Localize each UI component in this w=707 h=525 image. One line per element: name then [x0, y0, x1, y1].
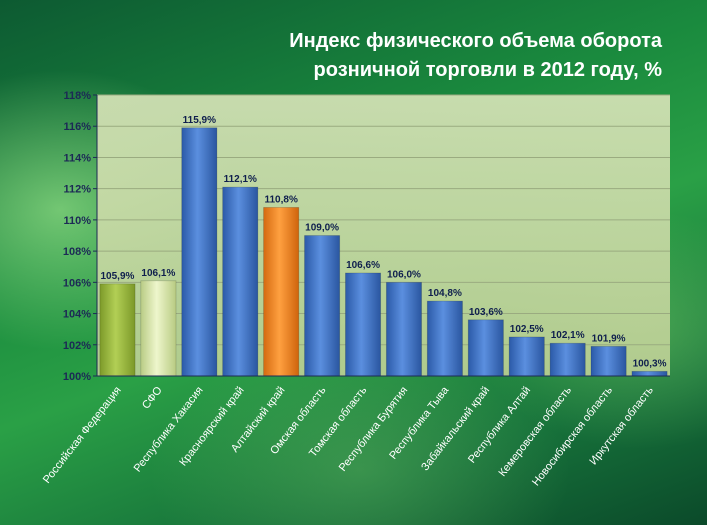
bar: [345, 272, 382, 377]
bar: [385, 281, 422, 377]
category-label: Республика Бурятия: [337, 384, 411, 473]
y-tick-label: 114%: [63, 152, 91, 164]
bar: [590, 345, 627, 377]
bar: [304, 235, 341, 377]
y-tick-label: 100%: [63, 371, 91, 383]
y-tick-label: 110%: [63, 215, 91, 227]
category-label: Российская Федерация: [41, 384, 124, 485]
chart-title-line1: Индекс физического объема оборота: [289, 30, 663, 52]
bar: [508, 336, 545, 377]
data-label: 106,1%: [141, 268, 175, 279]
data-labels: 105,9% 106,1% 115,9% 112,1% 110,8% 109,0% 106,…: [101, 115, 667, 370]
y-tick-label: 116%: [63, 121, 91, 133]
bar: [222, 186, 259, 377]
y-tick-label: 108%: [63, 246, 91, 258]
data-label: 103,6%: [469, 307, 503, 318]
data-label: 106,6%: [346, 260, 380, 271]
data-label: 109,0%: [305, 223, 339, 234]
category-label: Республика Хакасия: [132, 384, 206, 474]
bar: [181, 127, 218, 377]
y-axis-ticks: 100% 102% 104% 106% 108% 110% 112% 114% 116% 118%: [63, 90, 97, 383]
bar: [467, 319, 504, 377]
data-label: 106,0%: [387, 269, 421, 280]
bar: [426, 300, 463, 377]
y-tick-label: 106%: [63, 277, 91, 289]
category-label: Забайкальский край: [419, 384, 492, 473]
data-label: 105,9%: [101, 271, 135, 282]
y-tick-label: 118%: [63, 90, 91, 102]
data-label: 100,3%: [633, 358, 667, 369]
y-tick-label: 102%: [63, 340, 91, 352]
bar: [549, 342, 586, 377]
y-tick-label: 104%: [63, 309, 91, 321]
chart-title-line2: розничной торговли в 2012 году, %: [314, 59, 663, 81]
data-label: 101,9%: [592, 333, 626, 344]
y-tick-label: 112%: [63, 184, 91, 196]
data-label: 110,8%: [264, 194, 297, 205]
bar: [263, 206, 300, 377]
data-label: 112,1%: [224, 174, 257, 185]
category-label: Кемеровская область: [497, 384, 575, 479]
bar: [631, 370, 668, 377]
data-label: 104,8%: [428, 288, 462, 299]
category-label: Новосибирская область: [530, 384, 615, 488]
data-label: 115,9%: [183, 115, 216, 126]
data-label: 102,5%: [510, 324, 544, 335]
bars: [99, 127, 668, 377]
category-label: СФО: [140, 384, 165, 411]
bar: [140, 280, 177, 377]
data-label: 102,1%: [551, 330, 585, 341]
bar: [99, 283, 136, 377]
